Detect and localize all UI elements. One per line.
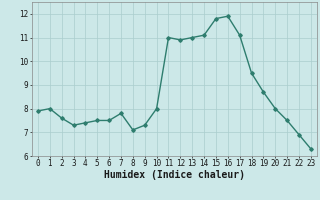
X-axis label: Humidex (Indice chaleur): Humidex (Indice chaleur): [104, 170, 245, 180]
